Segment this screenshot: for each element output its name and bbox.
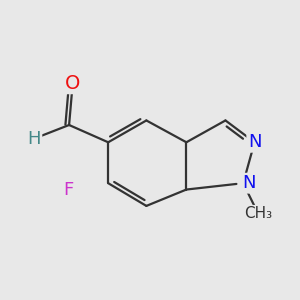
Text: H: H [27, 130, 41, 148]
Text: F: F [63, 181, 73, 199]
Text: O: O [65, 74, 80, 93]
Text: CH₃: CH₃ [244, 206, 272, 221]
Text: N: N [242, 174, 255, 192]
Text: N: N [248, 133, 261, 151]
